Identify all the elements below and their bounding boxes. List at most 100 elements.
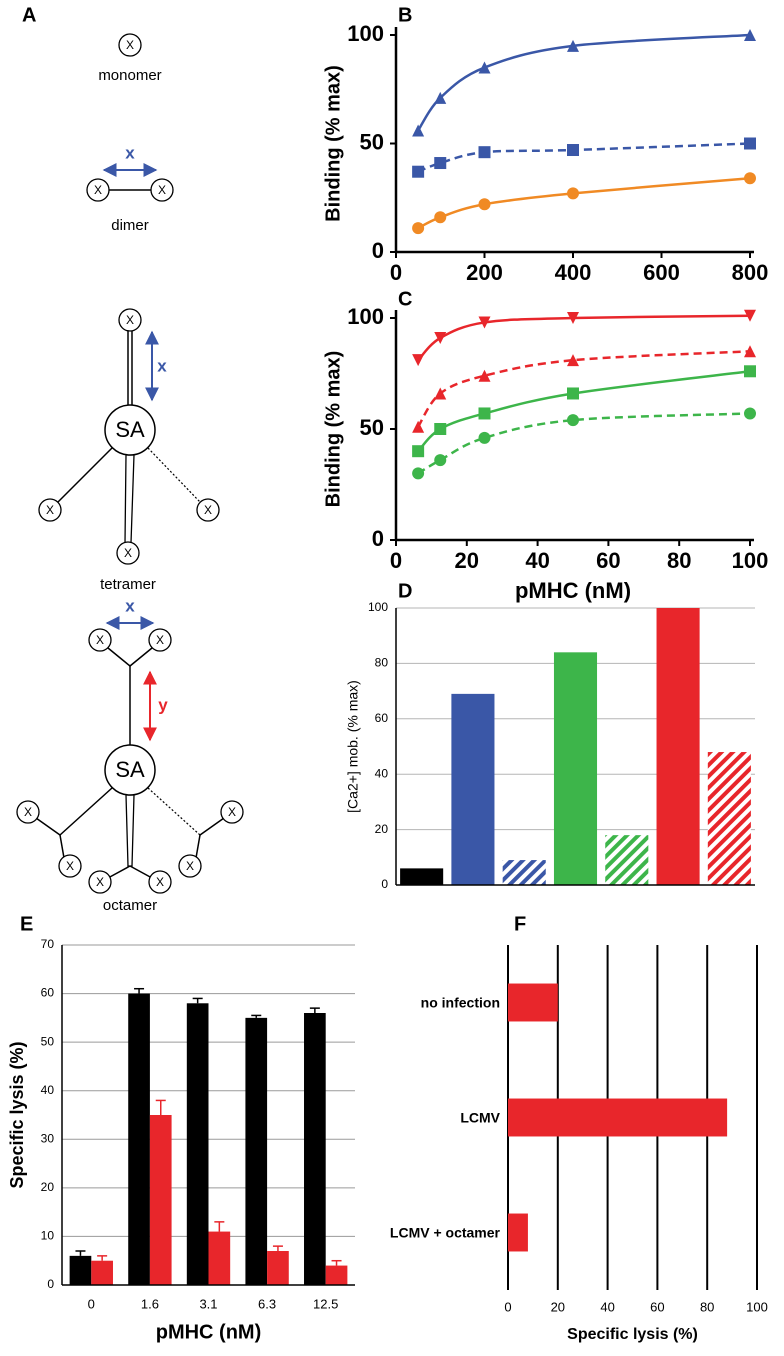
- node: [150, 178, 174, 202]
- error-bar: [97, 1255, 108, 1261]
- x-tick-label: 1.6: [141, 1296, 159, 1311]
- node-label: X: [204, 503, 212, 517]
- node: [148, 628, 172, 652]
- distance-label: x: [125, 596, 135, 615]
- bar: [267, 1251, 289, 1285]
- y-axis-title: Specific lysis (%): [7, 1041, 27, 1188]
- data-point: [478, 316, 491, 329]
- x-tick-label: 60: [650, 1299, 664, 1314]
- panel-label: C: [398, 288, 412, 310]
- x-tick-label: 100: [732, 548, 769, 573]
- data-point: [434, 387, 447, 400]
- link: [124, 454, 135, 544]
- hub: [104, 404, 156, 456]
- data-point: [744, 345, 756, 358]
- x-tick-label: 80: [700, 1299, 714, 1314]
- x-tick-label: 3.1: [199, 1296, 217, 1311]
- node: [86, 178, 110, 202]
- link: [57, 447, 113, 503]
- link: [59, 787, 113, 836]
- bar: [304, 1013, 326, 1285]
- y-tick-label: 40: [375, 766, 389, 780]
- y-tick-label: 100: [347, 21, 384, 46]
- node-label: X: [124, 546, 132, 560]
- bar: [400, 868, 444, 885]
- data-point: [412, 467, 425, 480]
- series-line: [417, 350, 751, 428]
- x-tick-label: 800: [732, 260, 769, 285]
- data-point: [478, 407, 491, 420]
- category-label: no infection: [420, 994, 500, 1010]
- hub: [104, 744, 156, 796]
- error-bar: [309, 1007, 320, 1013]
- caption: monomer: [98, 67, 161, 84]
- bar: [69, 1255, 92, 1285]
- panel-label: E: [20, 913, 33, 935]
- y-tick-label: 50: [360, 129, 384, 154]
- link: [129, 865, 153, 879]
- data-point: [567, 387, 579, 400]
- node-label: X: [158, 183, 166, 197]
- node: [116, 541, 140, 565]
- data-point: [478, 61, 491, 74]
- x-tick-label: 0: [504, 1299, 511, 1314]
- x-tick-label: 60: [596, 548, 620, 573]
- y-tick-label: 70: [41, 937, 55, 951]
- data-point: [744, 365, 756, 378]
- bar: [91, 1260, 113, 1285]
- data-point: [434, 331, 447, 344]
- node-label: X: [66, 859, 74, 873]
- data-point: [434, 454, 447, 467]
- data-point: [567, 312, 579, 324]
- bar: [508, 983, 558, 1022]
- data-point: [478, 369, 491, 382]
- y-tick-label: 10: [41, 1229, 55, 1243]
- data-point: [567, 414, 579, 427]
- y-axis-title: [Ca2+] mob. (% max): [345, 680, 361, 813]
- node-label: X: [156, 875, 164, 889]
- node-label: X: [96, 875, 104, 889]
- hub-label: SA: [115, 757, 145, 782]
- node: [118, 33, 142, 57]
- data-point: [412, 354, 425, 367]
- node: [118, 308, 142, 332]
- panel-label: D: [398, 580, 412, 602]
- link: [129, 647, 153, 667]
- node: [88, 870, 112, 894]
- data-point: [412, 165, 425, 178]
- x-axis-title: pMHC (nM): [515, 578, 631, 603]
- x-tick-label: 20: [455, 548, 479, 573]
- bar: [553, 652, 598, 885]
- bar: [605, 835, 649, 885]
- x-tick-label: 20: [551, 1299, 565, 1314]
- error-bar: [331, 1259, 342, 1266]
- bar: [325, 1265, 348, 1285]
- series-line: [417, 176, 751, 230]
- y-tick-label: 50: [41, 1034, 55, 1048]
- data-point: [744, 137, 756, 150]
- distance-label: x: [157, 356, 167, 375]
- series-line: [417, 142, 751, 173]
- y-axis-title: Binding (% max): [322, 351, 344, 508]
- bar: [508, 1098, 728, 1137]
- node-label: X: [24, 805, 32, 819]
- error-bar: [155, 1099, 166, 1115]
- panel-label: A: [22, 4, 36, 26]
- x-tick-label: 6.3: [258, 1296, 276, 1311]
- y-tick-label: 30: [41, 1131, 55, 1145]
- bar: [451, 693, 495, 885]
- y-tick-label: 40: [41, 1083, 55, 1097]
- x-tick-label: 600: [643, 260, 680, 285]
- data-point: [412, 445, 425, 458]
- data-point: [567, 144, 579, 157]
- data-point: [412, 420, 425, 433]
- node: [58, 854, 82, 878]
- link: [59, 834, 65, 859]
- y-tick-label: 0: [381, 877, 388, 891]
- node-label: X: [156, 633, 164, 647]
- link: [147, 447, 201, 503]
- series-line: [417, 370, 751, 453]
- x-tick-label: 200: [466, 260, 503, 285]
- link: [107, 647, 131, 667]
